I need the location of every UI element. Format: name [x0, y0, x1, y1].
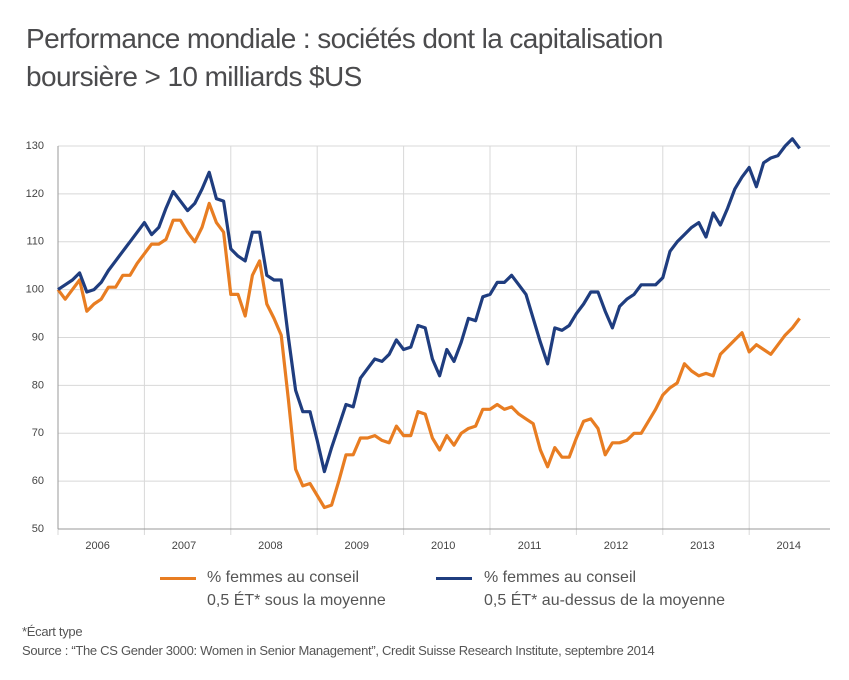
chart: 50 60 70 80 90 100 110 120 130 2006 2007 2008 2009 20… — [26, 137, 830, 552]
y-tick-label: 70 — [32, 427, 44, 439]
x-tick-label: 2007 — [172, 540, 196, 552]
x-tick-label: 2014 — [777, 540, 801, 552]
legend-swatch — [436, 577, 472, 580]
source: Source : “The CS Gender 3000: Women in S… — [22, 643, 655, 658]
x-tick-label: 2013 — [690, 540, 714, 552]
x-tick-label: 2010 — [431, 540, 455, 552]
x-tick-label: 2009 — [345, 540, 369, 552]
y-tick-label: 130 — [26, 140, 44, 152]
y-tick-label: 60 — [32, 475, 44, 487]
x-tick-label: 2012 — [604, 540, 628, 552]
y-tick-label: 90 — [32, 331, 44, 343]
x-tick-label: 2006 — [85, 540, 109, 552]
y-tick-label: 80 — [32, 379, 44, 391]
y-tick-label: 110 — [26, 236, 44, 248]
y-tick-label: 100 — [26, 284, 44, 296]
x-tick-label: 2011 — [518, 540, 542, 552]
legend-label: % femmes au conseil 0,5 ÉT* au-dessus de… — [484, 569, 726, 609]
legend-swatch — [160, 577, 196, 580]
x-tick-label: 2008 — [258, 540, 282, 552]
line-series — [56, 201, 801, 510]
footnote: *Écart type — [22, 624, 83, 639]
chart-title: Performance mondiale : sociétés dont la … — [26, 23, 663, 92]
y-tick-label: 120 — [26, 188, 44, 200]
line-series — [57, 137, 801, 474]
y-tick-label: 50 — [32, 523, 44, 535]
legend-label: % femmes au conseil 0,5 ÉT* sous la moye… — [207, 569, 386, 609]
